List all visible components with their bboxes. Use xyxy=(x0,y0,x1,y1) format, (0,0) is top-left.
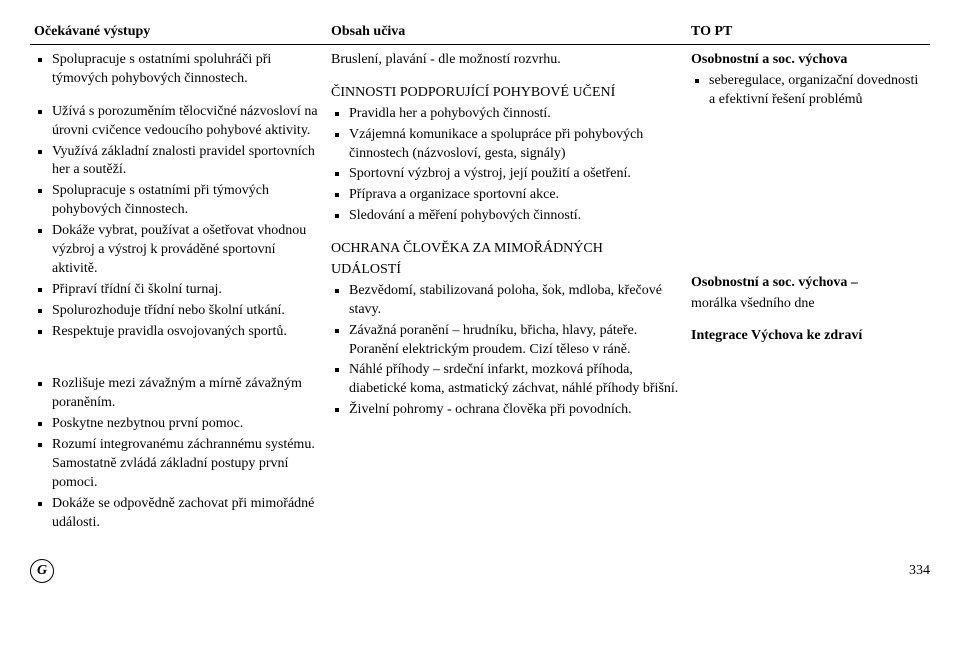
list-item: Pravidla her a pohybových činností. xyxy=(349,105,679,124)
content-heading-2b: UDÁLOSTÍ xyxy=(331,261,679,280)
list-item: Poskytne nezbytnou první pomoc. xyxy=(52,415,319,434)
list-item: Náhlé příhody – srdeční infarkt, mozková… xyxy=(349,361,679,399)
header-col3: TO PT xyxy=(687,20,930,45)
page-number: 334 xyxy=(909,563,930,579)
topic-heading-1: Osobnostní a soc. výchova xyxy=(691,51,922,70)
list-item: Spolupracuje s ostatními při týmových po… xyxy=(52,182,319,220)
outcomes-list-1: Spolupracuje s ostatními spoluhráči při … xyxy=(34,51,319,89)
content-intro: Bruslení, plavání - dle možností rozvrhu… xyxy=(331,51,679,70)
cell-outcomes: Spolupracuje s ostatními spoluhráči při … xyxy=(30,45,327,539)
list-item: Sledování a měření pohybových činností. xyxy=(349,207,679,226)
list-item: Rozlišuje mezi závažným a mírně závažným… xyxy=(52,375,319,413)
cell-topics: Osobnostní a soc. výchova seberegulace, … xyxy=(687,45,930,539)
list-item: Připraví třídní či školní turnaj. xyxy=(52,281,319,300)
outcomes-list-3: Rozlišuje mezi závažným a mírně závažným… xyxy=(34,375,319,532)
cell-content: Bruslení, plavání - dle možností rozvrhu… xyxy=(327,45,687,539)
logo-icon: G xyxy=(30,559,54,583)
list-item: Bezvědomí, stabilizovaná poloha, šok, md… xyxy=(349,282,679,320)
list-item: Využívá základní znalosti pravidel sport… xyxy=(52,143,319,181)
list-item: Příprava a organizace sportovní akce. xyxy=(349,186,679,205)
content-heading-2a: OCHRANA ČLOVĚKA ZA MIMOŘÁDNÝCH xyxy=(331,240,679,259)
list-item: Spolupracuje s ostatními spoluhráči při … xyxy=(52,51,319,89)
list-item: Závažná poranění – hrudníku, břicha, hla… xyxy=(349,322,679,360)
list-item: Dokáže vybrat, používat a ošetřovat vhod… xyxy=(52,222,319,279)
list-item: Vzájemná komunikace a spolupráce při poh… xyxy=(349,126,679,164)
list-item: Užívá s porozuměním tělocvičné názvoslov… xyxy=(52,103,319,141)
list-item: Respektuje pravidla osvojovaných sportů. xyxy=(52,323,319,342)
header-col1: Očekávané výstupy xyxy=(30,20,327,45)
topic-list-1: seberegulace, organizační dovednosti a e… xyxy=(691,72,922,110)
content-list-2: Bezvědomí, stabilizovaná poloha, šok, md… xyxy=(331,282,679,420)
header-col2: Obsah učiva xyxy=(327,20,687,45)
content-list-1: Pravidla her a pohybových činností. Vzáj… xyxy=(331,105,679,226)
list-item: seberegulace, organizační dovednosti a e… xyxy=(709,72,922,110)
list-item: Spolurozhoduje třídní nebo školní utkání… xyxy=(52,302,319,321)
list-item: Sportovní výzbroj a výstroj, její použit… xyxy=(349,165,679,184)
topic-heading-2: Osobnostní a soc. výchova – xyxy=(691,274,922,293)
content-heading-1: ČINNOSTI PODPORUJÍCÍ POHYBOVÉ UČENÍ xyxy=(331,84,679,103)
list-item: Dokáže se odpovědně zachovat při mimořád… xyxy=(52,495,319,533)
page-footer: G 334 xyxy=(30,559,930,583)
content-table: Očekávané výstupy Obsah učiva TO PT Spol… xyxy=(30,20,930,539)
list-item: Rozumí integrovanému záchrannému systému… xyxy=(52,436,319,493)
outcomes-list-2: Užívá s porozuměním tělocvičné názvoslov… xyxy=(34,103,319,342)
topic-heading-3: Integrace Výchova ke zdraví xyxy=(691,327,922,346)
list-item: Živelní pohromy - ochrana člověka při po… xyxy=(349,401,679,420)
topic-line-2: morálka všedního dne xyxy=(691,295,922,314)
